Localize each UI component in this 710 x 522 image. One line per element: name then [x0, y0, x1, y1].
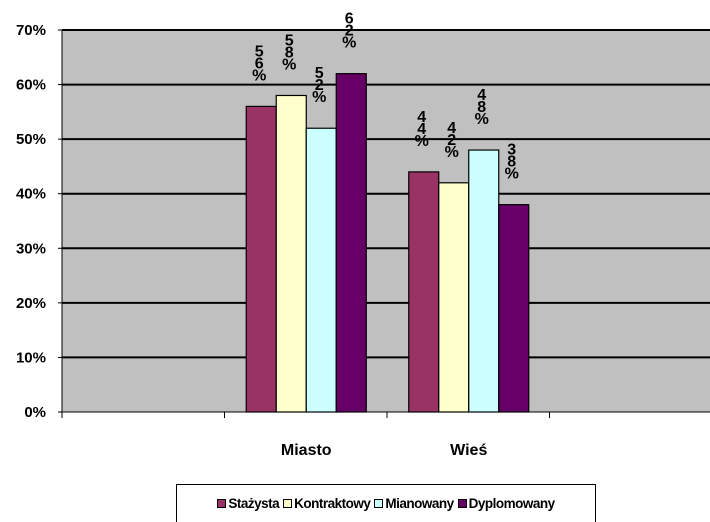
bars: [245, 73, 530, 413]
legend-item: Stażysta: [217, 496, 280, 511]
legend-swatch: [457, 499, 467, 508]
y-axis: 0% 10% 20% 30% 40% 50% 60% 70%: [16, 22, 63, 421]
y-tick-label: 50%: [16, 131, 46, 148]
legend-label: Stażysta: [228, 496, 280, 511]
y-tick-label: 20%: [16, 295, 46, 312]
legend-label: Kontraktowy: [294, 496, 371, 511]
legend-swatch: [374, 499, 384, 508]
x-axis: Miasto Wieś: [61, 411, 710, 459]
plot-area: [62, 30, 710, 412]
y-tick-label: 70%: [16, 22, 46, 39]
bar: [438, 182, 470, 413]
data-label: 4 2%: [445, 120, 459, 161]
bar: [245, 105, 277, 413]
bar: [305, 127, 337, 413]
legend-swatch: [217, 499, 227, 508]
data-labels: 5 6 % 5 8 % 5 2 % 6 2 % 4 4 % 4 2 % 4 8 % 3 8%: [252, 11, 519, 183]
category-label: Miasto: [281, 442, 332, 459]
gridlines: [62, 29, 710, 359]
bar-chart: 0% 10% 20% 30% 40% 50% 60% 70% Miasto Wieś 5 6 % 5 8…: [16, 11, 710, 459]
bar: [498, 204, 530, 413]
bar: [468, 149, 500, 413]
legend-label: Mianowany: [385, 496, 454, 511]
data-label: 5 2%: [312, 65, 326, 106]
legend-item: Mianowany: [374, 496, 454, 511]
bar: [275, 94, 307, 413]
data-label: 4 4%: [415, 109, 429, 150]
legend-swatch: [283, 499, 293, 508]
bar: [335, 73, 367, 413]
y-tick-label: 30%: [16, 240, 46, 257]
category-label: Wieś: [450, 442, 487, 459]
data-label: 5 6%: [252, 43, 266, 84]
legend-label: Dyplomowany: [468, 496, 556, 511]
data-label: 4 8%: [475, 87, 489, 128]
legend: Stażysta Kontraktowy Mianowany Dyplomowany: [176, 484, 596, 522]
y-tick-label: 40%: [16, 186, 46, 203]
data-label: 6 2%: [342, 11, 356, 52]
y-tick-label: 10%: [16, 349, 46, 366]
legend-item: Kontraktowy: [283, 496, 371, 511]
y-tick-label: 0%: [24, 404, 46, 421]
data-label: 3 8%: [505, 142, 519, 183]
data-label: 5 8%: [282, 32, 296, 73]
legend-item: Dyplomowany: [457, 496, 556, 511]
bar: [408, 171, 440, 413]
y-tick-label: 60%: [16, 77, 46, 94]
